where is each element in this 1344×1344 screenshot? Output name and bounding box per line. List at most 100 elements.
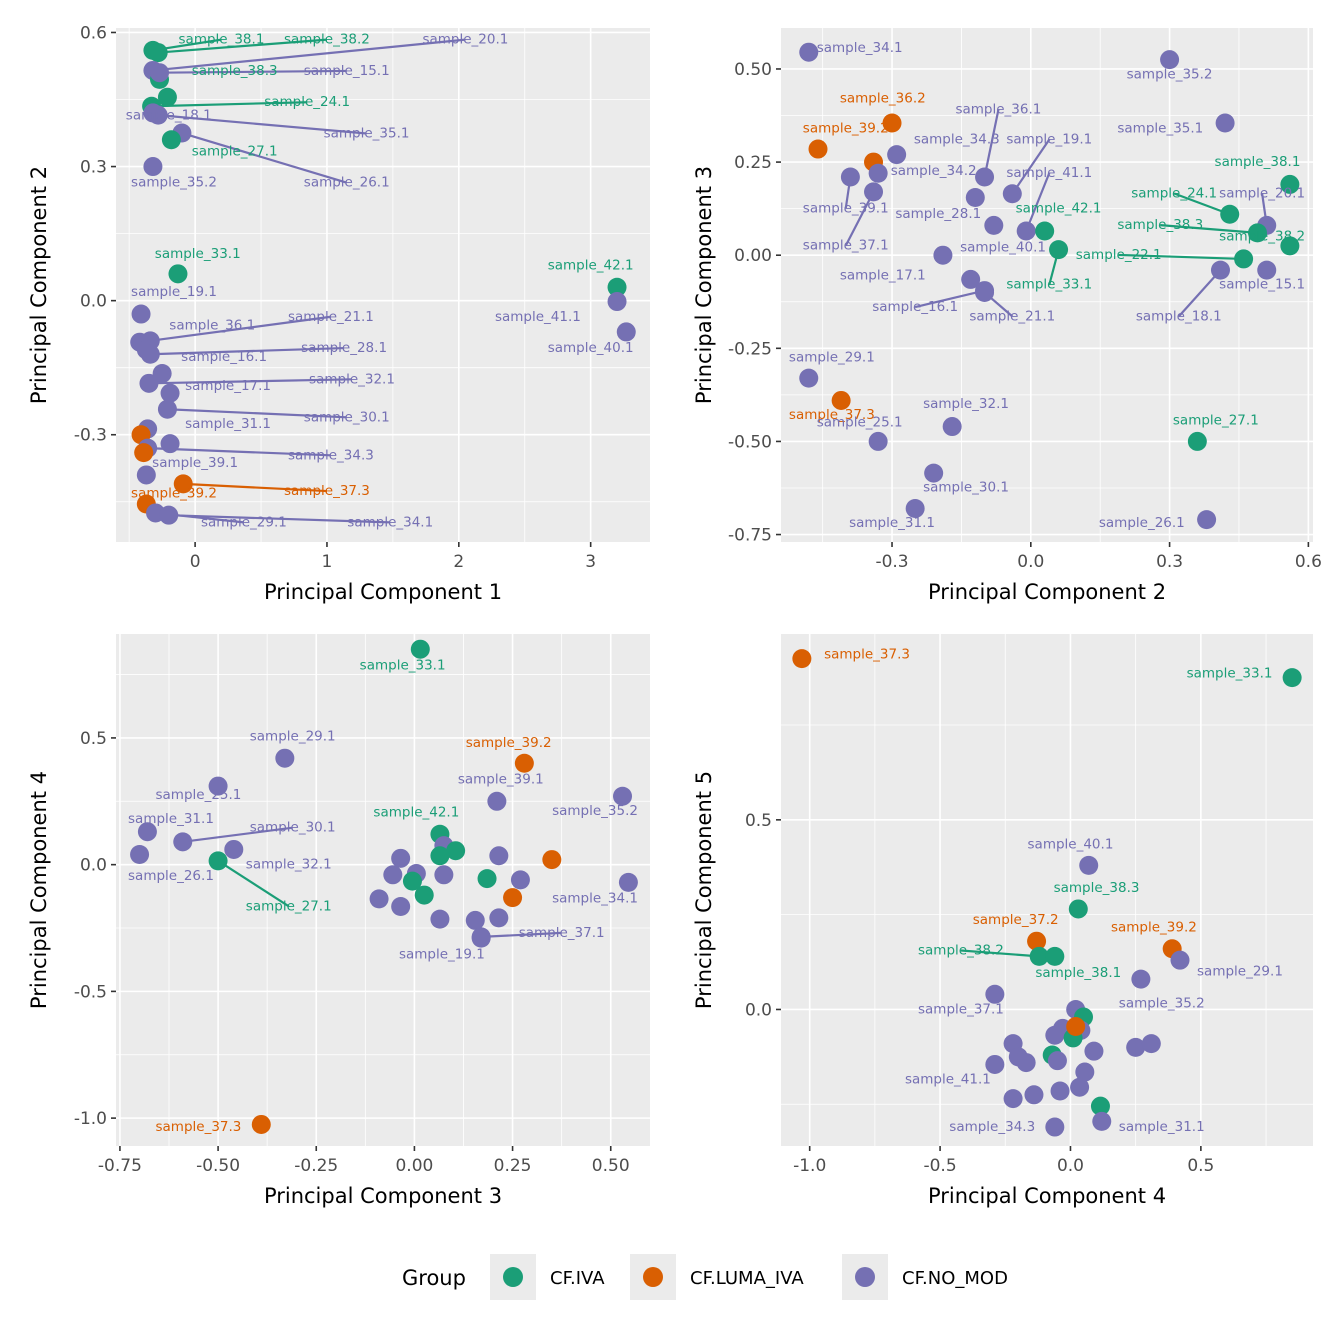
data-point[interactable]	[965, 187, 985, 207]
data-point[interactable]	[831, 390, 851, 410]
data-point[interactable]	[1075, 1062, 1095, 1082]
data-point[interactable]	[383, 865, 403, 885]
data-point[interactable]	[1247, 223, 1267, 243]
data-point[interactable]	[1210, 260, 1230, 280]
data-point[interactable]	[1035, 221, 1055, 241]
data-point[interactable]	[489, 846, 509, 866]
data-point[interactable]	[1126, 1037, 1146, 1057]
data-point[interactable]	[1024, 1085, 1044, 1105]
data-point[interactable]	[465, 910, 485, 930]
data-point[interactable]	[160, 434, 180, 454]
data-point[interactable]	[905, 498, 925, 518]
data-point[interactable]	[1029, 946, 1049, 966]
data-point[interactable]	[1070, 1077, 1090, 1097]
data-point[interactable]	[143, 157, 163, 177]
data-point[interactable]	[152, 363, 172, 383]
data-point[interactable]	[864, 182, 884, 202]
data-point[interactable]	[251, 1114, 271, 1134]
data-point[interactable]	[1079, 855, 1099, 875]
data-point[interactable]	[1084, 1041, 1104, 1061]
data-point[interactable]	[136, 465, 156, 485]
data-point[interactable]	[1050, 1081, 1070, 1101]
data-point[interactable]	[868, 163, 888, 183]
data-point[interactable]	[1003, 1089, 1023, 1109]
data-point[interactable]	[510, 870, 530, 890]
data-point[interactable]	[799, 42, 819, 62]
data-point[interactable]	[1234, 249, 1254, 269]
data-point[interactable]	[369, 889, 389, 909]
data-point[interactable]	[139, 373, 159, 393]
data-point[interactable]	[1187, 431, 1207, 451]
data-point[interactable]	[208, 776, 228, 796]
data-point[interactable]	[134, 443, 154, 463]
data-point[interactable]	[840, 167, 860, 187]
data-point[interactable]	[975, 282, 995, 302]
data-point[interactable]	[882, 113, 902, 133]
data-point[interactable]	[618, 872, 638, 892]
data-point[interactable]	[159, 505, 179, 525]
data-point[interactable]	[1197, 510, 1217, 530]
data-point[interactable]	[1068, 899, 1088, 919]
data-point[interactable]	[150, 63, 170, 83]
data-point[interactable]	[148, 105, 168, 125]
data-point[interactable]	[1016, 1053, 1036, 1073]
data-point[interactable]	[1280, 236, 1300, 256]
data-point[interactable]	[1220, 204, 1240, 224]
data-point[interactable]	[607, 292, 627, 312]
data-point[interactable]	[434, 865, 454, 885]
data-point[interactable]	[808, 139, 828, 159]
data-point[interactable]	[130, 845, 150, 865]
data-point[interactable]	[1257, 260, 1277, 280]
data-point[interactable]	[137, 822, 157, 842]
data-point[interactable]	[1280, 174, 1300, 194]
data-point[interactable]	[1049, 240, 1069, 260]
data-point[interactable]	[1045, 1117, 1065, 1137]
data-point[interactable]	[924, 463, 944, 483]
data-point[interactable]	[160, 383, 180, 403]
data-point[interactable]	[173, 474, 193, 494]
data-point[interactable]	[430, 846, 450, 866]
data-point[interactable]	[1027, 931, 1047, 951]
data-point[interactable]	[477, 869, 497, 889]
data-point[interactable]	[1066, 1017, 1086, 1037]
data-point[interactable]	[208, 851, 228, 871]
data-point[interactable]	[1092, 1111, 1112, 1131]
data-point[interactable]	[489, 908, 509, 928]
data-point[interactable]	[161, 130, 181, 150]
data-point[interactable]	[275, 748, 295, 768]
data-point[interactable]	[471, 928, 491, 948]
data-point[interactable]	[430, 909, 450, 929]
data-point[interactable]	[168, 264, 188, 284]
data-point[interactable]	[514, 753, 534, 773]
data-point[interactable]	[503, 888, 523, 908]
data-point[interactable]	[613, 786, 633, 806]
data-point[interactable]	[1282, 668, 1302, 688]
data-point[interactable]	[1047, 1051, 1067, 1071]
data-point[interactable]	[1170, 950, 1190, 970]
data-point[interactable]	[792, 649, 812, 669]
data-point[interactable]	[131, 304, 151, 324]
data-point[interactable]	[1045, 946, 1065, 966]
data-point[interactable]	[402, 871, 422, 891]
data-point[interactable]	[173, 832, 193, 852]
data-point[interactable]	[985, 984, 1005, 1004]
data-point[interactable]	[1090, 1096, 1110, 1116]
data-point[interactable]	[1016, 221, 1036, 241]
data-point[interactable]	[157, 87, 177, 107]
data-point[interactable]	[984, 215, 1004, 235]
data-point[interactable]	[961, 269, 981, 289]
data-point[interactable]	[414, 885, 434, 905]
data-point[interactable]	[887, 145, 907, 165]
data-point[interactable]	[942, 417, 962, 437]
data-point[interactable]	[1141, 1034, 1161, 1054]
data-point[interactable]	[1045, 1025, 1065, 1045]
legend-item-cf-luma-iva[interactable]: CF.LUMA_IVA	[630, 1254, 804, 1300]
data-point[interactable]	[985, 1054, 1005, 1074]
data-point[interactable]	[1215, 113, 1235, 133]
data-point[interactable]	[224, 839, 244, 859]
data-point[interactable]	[616, 322, 636, 342]
data-point[interactable]	[487, 791, 507, 811]
data-point[interactable]	[391, 896, 411, 916]
data-point[interactable]	[542, 850, 562, 870]
data-point[interactable]	[1002, 184, 1022, 204]
